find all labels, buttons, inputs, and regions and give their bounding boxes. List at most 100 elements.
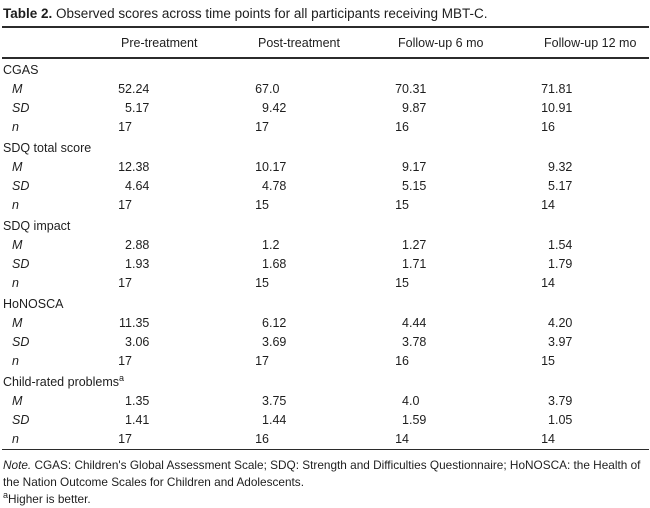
value-fraction-part: .44 [409, 315, 427, 330]
cell-value: 1.93 [118, 255, 255, 274]
value-integer-part: 9 [402, 159, 409, 174]
cell-value: 4.20 [541, 314, 649, 333]
value-fraction-part: .44 [269, 412, 287, 427]
value-integer-part: 15 [255, 275, 269, 290]
value-integer-part: 17 [118, 431, 132, 446]
value-fraction-part: .35 [132, 393, 150, 408]
cell-value: 15 [255, 274, 395, 293]
row-stat-label: n [12, 353, 19, 368]
value-integer-part: 10 [255, 159, 269, 174]
cell-value: 16 [255, 430, 395, 449]
cell-value: 9.17 [395, 158, 541, 177]
value-fraction-part: .27 [409, 237, 427, 252]
row-stat-label: M [12, 159, 23, 174]
value-fraction-part: .69 [269, 334, 287, 349]
cell-value: 14 [541, 430, 649, 449]
cell-value: 1.59 [395, 411, 541, 430]
value-fraction-part: .91 [555, 100, 573, 115]
group-footnote-marker: a [119, 372, 125, 383]
row-stat-label: n [12, 275, 19, 290]
value-integer-part: 16 [395, 353, 409, 368]
value-integer-part: 3 [548, 334, 555, 349]
value-integer-part: 1 [262, 237, 269, 252]
group-label: CGAS [3, 62, 39, 77]
value-integer-part: 2 [125, 237, 132, 252]
cell-value: 1.2 [255, 236, 395, 255]
footnote-marker: a [3, 490, 9, 501]
value-fraction-part: .71 [409, 256, 427, 271]
table-caption: Table 2. Observed scores across time poi… [3, 5, 649, 22]
cell-value: 16 [395, 352, 541, 371]
value-fraction-part: .78 [269, 178, 287, 193]
cell-value: 11.35 [118, 314, 255, 333]
value-fraction-part: .68 [269, 256, 287, 271]
header-followup-6mo: Follow-up 6 mo [398, 36, 484, 50]
value-integer-part: 15 [255, 197, 269, 212]
value-integer-part: 1 [402, 237, 409, 252]
value-integer-part: 3 [262, 334, 269, 349]
value-fraction-part: .17 [132, 100, 150, 115]
value-integer-part: 6 [262, 315, 269, 330]
cell-value: 10.91 [541, 99, 649, 118]
cell-value: 10.17 [255, 158, 395, 177]
row-stat-label: SD [12, 412, 30, 427]
value-integer-part: 1 [125, 393, 132, 408]
value-fraction-part: .35 [132, 315, 150, 330]
table-caption-text: Observed scores across time points for a… [56, 6, 488, 21]
cell-value: 71.81 [541, 80, 649, 99]
table-row: n 17 15 15 14 [2, 274, 649, 293]
cell-value: 1.71 [395, 255, 541, 274]
cell-value: 1.79 [541, 255, 649, 274]
cell-value: 9.42 [255, 99, 395, 118]
note-text: CGAS: Children's Global Assessment Scale… [3, 458, 641, 489]
value-fraction-part: .75 [269, 393, 287, 408]
cell-value: 17 [255, 352, 395, 371]
value-integer-part: 5 [125, 100, 132, 115]
cell-value: 1.41 [118, 411, 255, 430]
row-stat-label: M [12, 315, 23, 330]
group-label: Child-rated problemsa [3, 372, 125, 389]
value-integer-part: 70 [395, 81, 409, 96]
cell-value: 17 [118, 430, 255, 449]
header-followup-12mo: Follow-up 12 mo [544, 36, 637, 50]
table-note: Note. CGAS: Children's Global Assessment… [3, 457, 649, 490]
value-integer-part: 16 [395, 119, 409, 134]
value-integer-part: 14 [541, 275, 555, 290]
row-stat-label: M [12, 393, 23, 408]
group-label: HoNOSCA [3, 296, 64, 311]
value-fraction-part: .93 [132, 256, 150, 271]
cell-value: 17 [118, 352, 255, 371]
value-fraction-part: .81 [555, 81, 573, 96]
table-row: SD 1.93 1.68 1.71 1.79 [2, 255, 649, 274]
row-stat-label: n [12, 431, 19, 446]
cell-value: 17 [118, 274, 255, 293]
row-stat-label: SD [12, 334, 30, 349]
row-stat-label: M [12, 237, 23, 252]
table-row: M 11.35 6.12 4.44 4.20 [2, 314, 649, 333]
top-rule [2, 26, 649, 28]
cell-value: 15 [541, 352, 649, 371]
cell-value: 67.0 [255, 80, 395, 99]
value-integer-part: 4 [402, 315, 409, 330]
row-stat-label: M [12, 81, 23, 96]
table-label: Table 2. [3, 6, 53, 21]
cell-value: 1.44 [255, 411, 395, 430]
value-integer-part: 3 [548, 393, 555, 408]
header-stat-column [2, 28, 118, 57]
group-row: SDQ impact [2, 215, 649, 236]
value-integer-part: 10 [541, 100, 555, 115]
cell-value: 70.31 [395, 80, 541, 99]
cell-value: 1.27 [395, 236, 541, 255]
value-integer-part: 14 [541, 197, 555, 212]
value-fraction-part: .97 [555, 334, 573, 349]
table-body: CGAS M 52.24 67.0 70.31 71.81 SD 5.17 9.42 9.87 10… [2, 59, 649, 449]
cell-value: 16 [395, 118, 541, 137]
table-header: Pre-treatment Post-treatment Follow-up 6… [2, 28, 649, 57]
table-row: M 12.38 10.17 9.17 9.32 [2, 158, 649, 177]
group-label: SDQ impact [3, 218, 71, 233]
table-row: SD 4.64 4.78 5.15 5.17 [2, 177, 649, 196]
cell-value: 5.17 [118, 99, 255, 118]
cell-value: 3.06 [118, 333, 255, 352]
cell-value: 4.64 [118, 177, 255, 196]
